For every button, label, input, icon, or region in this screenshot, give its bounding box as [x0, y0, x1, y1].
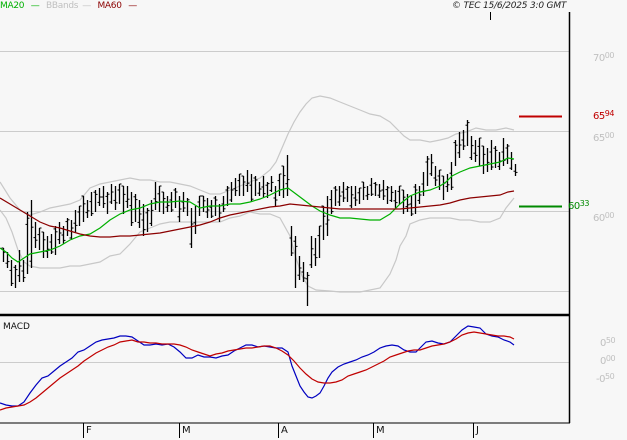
bb-upper-line — [0, 95, 515, 216]
chart-legend: MA20 — BBands — MA60 — — [0, 0, 141, 12]
level-lines — [519, 115, 562, 208]
chart-frame — [0, 12, 571, 438]
signal-line — [0, 331, 515, 411]
resistance-level-label: 6594 — [593, 109, 614, 122]
legend-bbands: BBands — — [46, 1, 91, 11]
macd-line — [0, 325, 515, 407]
support-level-label: 6033 — [568, 199, 589, 212]
legend-ma60: MA60 — — [97, 1, 137, 11]
y-tick-label: 6500 — [593, 131, 614, 144]
macd-title: MACD — [3, 322, 30, 332]
x-tick-label: M — [182, 425, 191, 436]
ma60-line — [0, 190, 515, 238]
bollinger-bands — [0, 95, 515, 293]
ma20-line — [0, 157, 515, 263]
bb-lower-line — [0, 197, 515, 293]
macd-tick-label: 000 — [600, 354, 616, 367]
x-tick-label: M — [376, 425, 385, 436]
macd-tick-label: -050 — [596, 372, 615, 385]
x-tick-label: F — [86, 425, 92, 436]
y-tick-label: 6000 — [593, 211, 614, 224]
ohlc-bars — [1, 120, 518, 306]
x-tick-label: J — [476, 425, 479, 436]
gridlines — [0, 51, 569, 292]
macd-panel — [0, 325, 569, 411]
x-tick-label: A — [281, 425, 288, 436]
copyright-timestamp: © TEC 15/6/2025 3:0 GMT — [452, 1, 567, 11]
y-tick-label: 7000 — [593, 51, 614, 64]
moving-averages — [0, 157, 515, 263]
legend-ma20: MA20 — — [0, 1, 40, 11]
macd-tick-label: 050 — [600, 336, 616, 349]
